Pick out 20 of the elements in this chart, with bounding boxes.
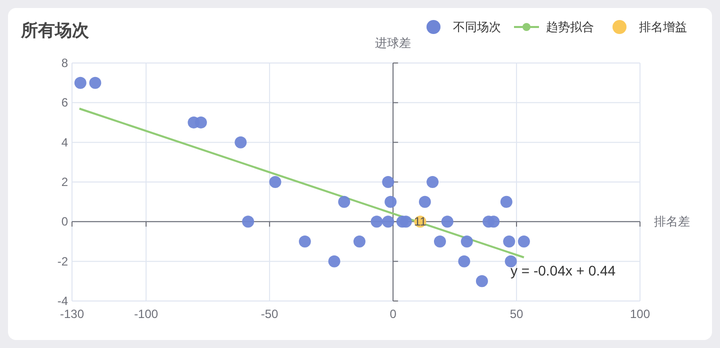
x-tick-label: 0 — [390, 307, 397, 321]
y-tick-label: -2 — [57, 254, 68, 268]
y-tick-label: -4 — [57, 294, 68, 308]
y-axis-title: 进球差 — [375, 36, 412, 50]
legend-label: 排名增益 — [639, 20, 687, 34]
legend-label: 不同场次 — [453, 20, 501, 34]
x-tick-label: -100 — [134, 307, 158, 321]
chart-title: 所有场次 — [20, 21, 90, 40]
y-tick-label: 6 — [61, 96, 68, 110]
x-tick-label: -130 — [60, 307, 84, 321]
y-tick-label: 0 — [61, 214, 68, 229]
x-axis-title: 排名差 — [654, 214, 690, 229]
x-tick-label: -50 — [260, 307, 279, 321]
y-tick-label: 2 — [61, 175, 68, 189]
y-tick-label: 4 — [61, 135, 68, 150]
legend-label: 趋势拟合 — [546, 20, 594, 34]
x-tick-label: 100 — [630, 307, 650, 321]
x-tick-label: 50 — [510, 307, 524, 321]
y-tick-label: 8 — [61, 56, 68, 70]
annotation: y = -0.04x + 0.44 — [510, 262, 616, 278]
